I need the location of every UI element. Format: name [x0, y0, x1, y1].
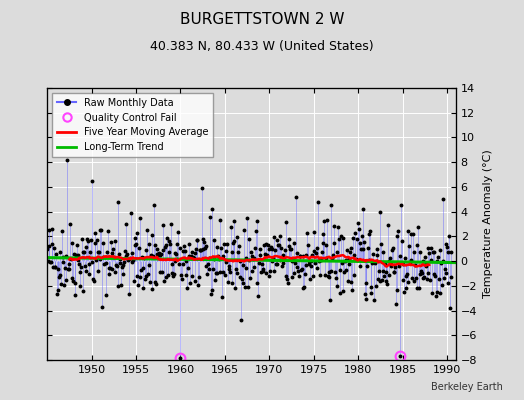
Text: Berkeley Earth: Berkeley Earth — [431, 382, 503, 392]
Legend: Raw Monthly Data, Quality Control Fail, Five Year Moving Average, Long-Term Tren: Raw Monthly Data, Quality Control Fail, … — [52, 93, 213, 157]
Text: 40.383 N, 80.433 W (United States): 40.383 N, 80.433 W (United States) — [150, 40, 374, 53]
Y-axis label: Temperature Anomaly (°C): Temperature Anomaly (°C) — [483, 150, 493, 298]
Text: BURGETTSTOWN 2 W: BURGETTSTOWN 2 W — [180, 12, 344, 27]
